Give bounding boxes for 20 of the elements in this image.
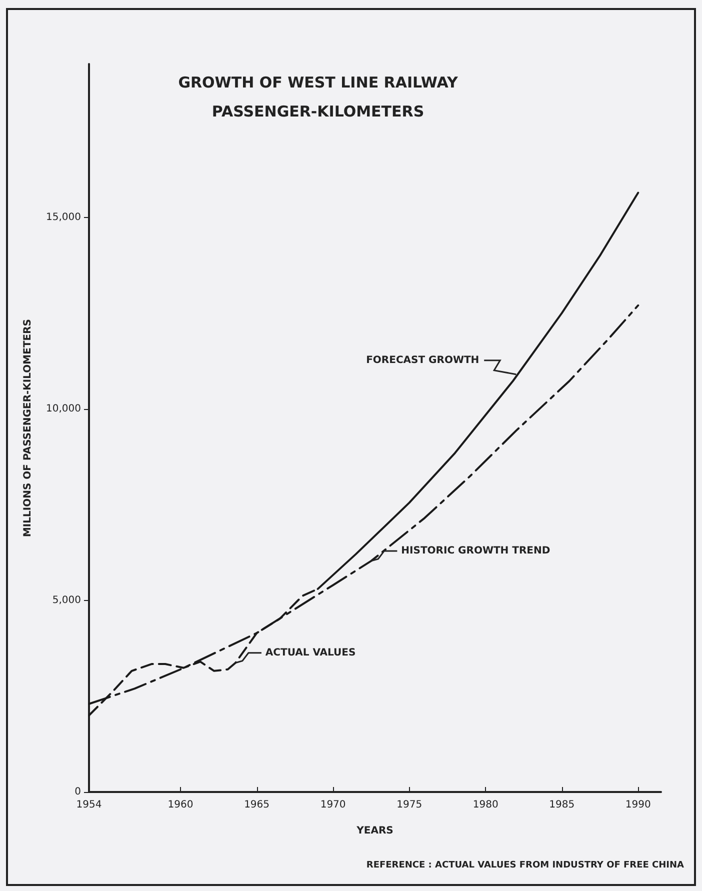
y-tick-label: 0 — [74, 786, 81, 798]
text: REFERENCE : ACTUAL VALUES FROM INDUSTRY OF FREE CHINA — [366, 860, 684, 870]
annotation: FORECAST GROWTH — [366, 354, 480, 366]
x-tick-label: 1975 — [396, 800, 422, 810]
x-tick-label: 1960 — [168, 800, 194, 810]
x-tick-label: 1980 — [472, 800, 498, 810]
x-tick-label: 1990 — [625, 800, 651, 810]
annotation: ACTUAL VALUES — [265, 647, 356, 658]
x-tick-label: 1965 — [244, 800, 270, 810]
y-tick-label: 10,000 — [46, 403, 81, 414]
x-tick-label: 1970 — [320, 800, 346, 810]
y-tick-label: 5,000 — [52, 594, 81, 606]
x-tick-label: 1985 — [549, 800, 575, 810]
y-axis-title: MILLIONS OF PASSENGER-KILOMETERS — [22, 318, 34, 538]
annotation: HISTORIC GROWTH TREND — [401, 545, 550, 556]
text: GROWTH OF WEST LINE RAILWAY — [178, 74, 459, 92]
x-tick-label: 1954 — [76, 800, 102, 810]
y-tick-label: 15,000 — [46, 212, 81, 223]
text: PASSENGER-KILOMETERS — [212, 102, 424, 120]
x-axis-title: YEARS — [356, 826, 394, 836]
